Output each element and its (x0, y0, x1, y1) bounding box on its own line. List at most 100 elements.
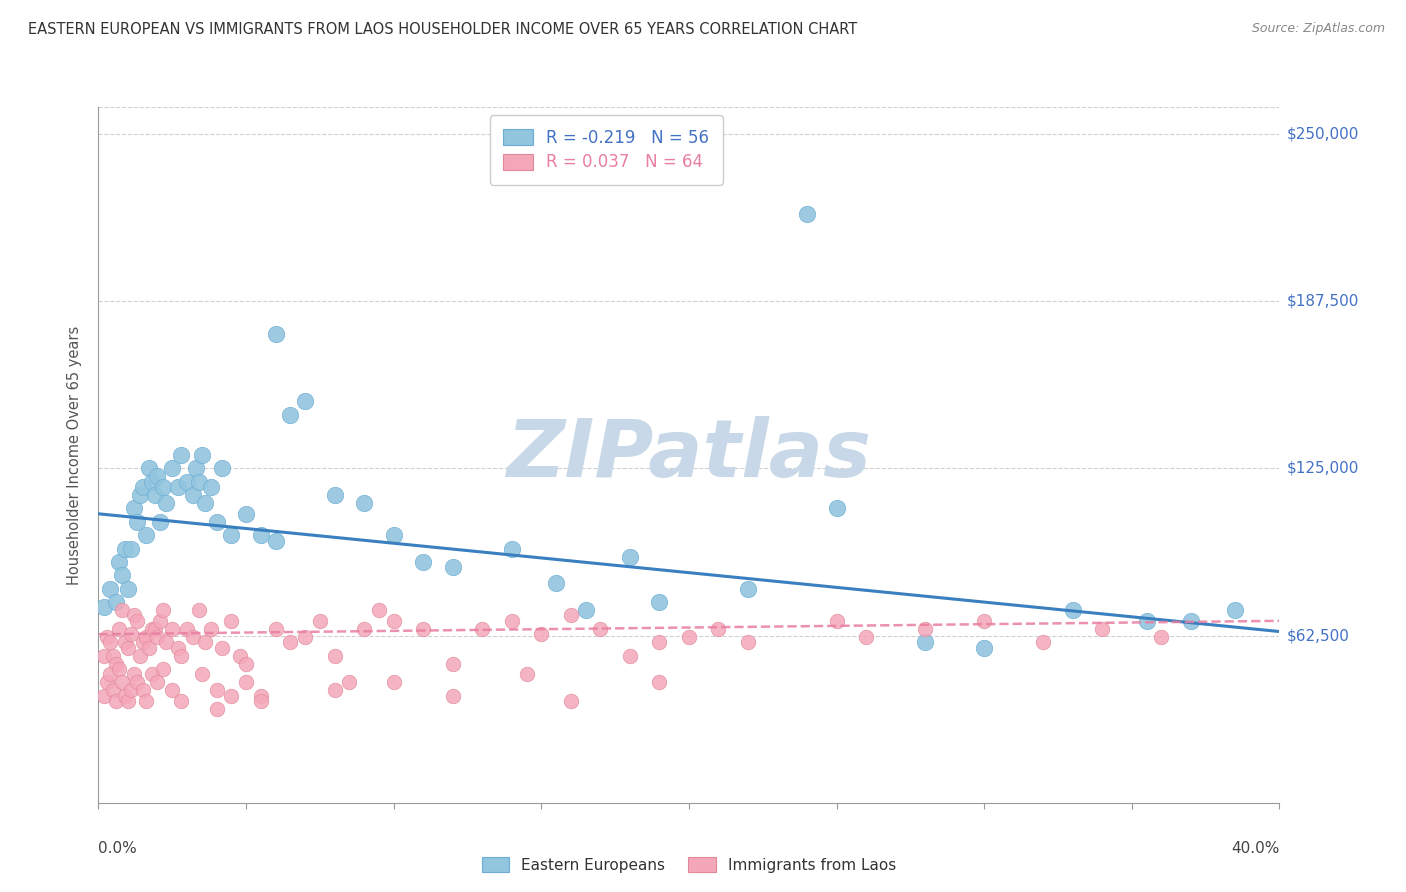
Point (368, 603, 391, 617)
Point (264, 622, 287, 636)
Point (105, 657, 128, 671)
Point (184, 461, 207, 475)
Point (855, 630, 877, 644)
Point (264, 533, 287, 548)
Point (200, 622, 222, 636)
Point (973, 614, 995, 628)
Point (152, 480, 174, 494)
Point (181, 488, 204, 502)
Point (125, 675, 148, 690)
Point (707, 622, 730, 636)
Point (132, 635, 155, 649)
Point (132, 683, 155, 698)
Point (412, 555, 434, 569)
Text: EASTERN EUROPEAN VS IMMIGRANTS FROM LAOS HOUSEHOLDER INCOME OVER 65 YEARS CORREL: EASTERN EUROPEAN VS IMMIGRANTS FROM LAOS… (28, 22, 858, 37)
Point (309, 614, 332, 628)
Point (138, 640, 160, 655)
Point (108, 555, 131, 569)
Point (162, 461, 183, 475)
Point (108, 662, 131, 676)
Point (737, 582, 759, 596)
Point (93, 648, 115, 663)
Point (181, 630, 204, 644)
Point (120, 541, 142, 556)
Point (105, 595, 128, 609)
Point (219, 614, 242, 628)
Point (973, 640, 995, 655)
Point (111, 675, 134, 690)
Point (152, 603, 174, 617)
Point (93, 600, 115, 615)
Point (114, 689, 136, 703)
Point (294, 630, 316, 644)
Text: 0.0%: 0.0% (98, 841, 138, 856)
Point (1032, 635, 1054, 649)
Point (96, 630, 118, 644)
Point (501, 614, 523, 628)
Point (128, 488, 150, 502)
Point (98, 635, 121, 649)
Point (96, 675, 118, 690)
Point (1135, 614, 1157, 628)
Point (120, 627, 142, 641)
Point (441, 689, 464, 703)
Point (441, 657, 464, 671)
Point (167, 480, 190, 494)
Point (135, 630, 157, 644)
Point (103, 683, 125, 698)
Point (914, 635, 936, 649)
Point (167, 640, 190, 655)
Point (122, 501, 145, 516)
Point (135, 694, 157, 708)
Point (128, 648, 150, 663)
Point (162, 622, 183, 636)
Point (191, 667, 214, 681)
Point (141, 622, 163, 636)
Point (560, 694, 582, 708)
Point (108, 622, 131, 636)
Point (1062, 603, 1084, 617)
Point (574, 603, 596, 617)
Point (1150, 630, 1173, 644)
Point (135, 528, 157, 542)
Point (323, 648, 346, 663)
Point (111, 603, 134, 617)
Point (146, 675, 169, 690)
Point (229, 648, 252, 663)
Point (125, 515, 148, 529)
Point (515, 667, 537, 681)
Point (619, 549, 641, 564)
Legend: Eastern Europeans, Immigrants from Laos: Eastern Europeans, Immigrants from Laos (475, 851, 903, 879)
Point (200, 480, 222, 494)
Text: 40.0%: 40.0% (1232, 841, 1279, 856)
Point (155, 635, 177, 649)
Point (235, 507, 257, 521)
Point (143, 488, 166, 502)
Point (250, 689, 273, 703)
Text: $62,500: $62,500 (1286, 628, 1350, 643)
Point (170, 448, 193, 462)
Point (501, 541, 523, 556)
Point (264, 327, 287, 342)
Point (323, 683, 346, 698)
Point (141, 475, 163, 489)
Point (176, 475, 198, 489)
Point (138, 461, 160, 475)
Point (194, 635, 217, 649)
Text: $187,500: $187,500 (1286, 293, 1358, 309)
Point (219, 689, 242, 703)
Point (278, 635, 302, 649)
Point (353, 496, 375, 510)
Point (93, 689, 115, 703)
Point (235, 675, 257, 690)
Point (471, 622, 494, 636)
Point (278, 408, 302, 422)
Point (170, 648, 193, 663)
Point (149, 614, 172, 628)
Point (149, 515, 172, 529)
Text: $125,000: $125,000 (1286, 461, 1358, 475)
Point (98, 582, 121, 596)
Point (382, 675, 405, 690)
Point (191, 448, 214, 462)
Point (796, 207, 818, 221)
